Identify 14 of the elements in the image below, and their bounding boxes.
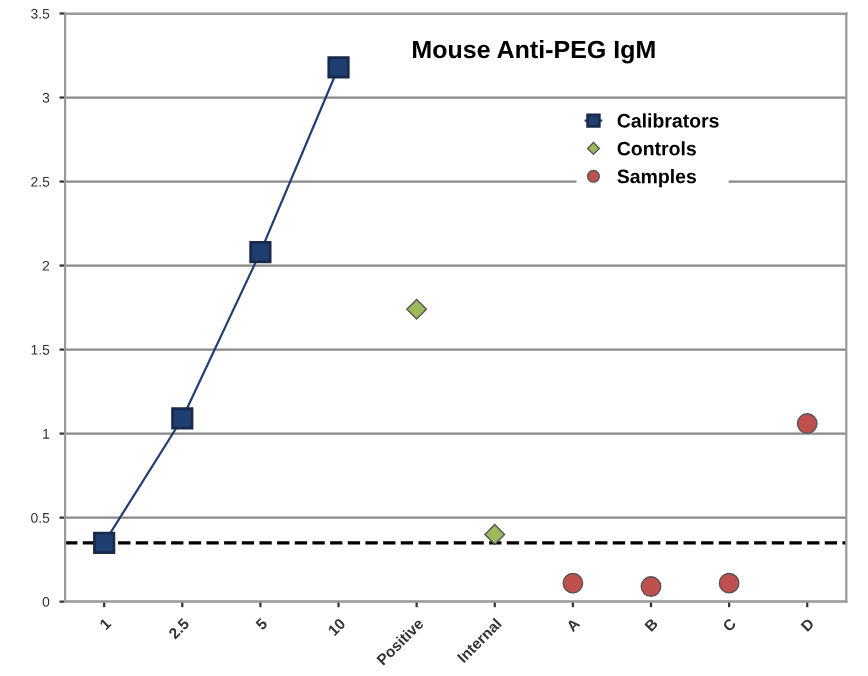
- point: [718, 572, 740, 594]
- text: Mouse Anti-PEG IgM: [413, 39, 655, 64]
- point: [93, 531, 116, 554]
- point: [484, 523, 506, 545]
- point: [327, 56, 350, 79]
- point: [249, 241, 272, 264]
- legend-label: Controls: [617, 141, 696, 156]
- legend-label: Samples: [617, 169, 696, 188]
- point: [796, 413, 818, 434]
- point: [640, 576, 662, 597]
- legend-label: Calibrators: [617, 113, 719, 128]
- point: [406, 298, 428, 320]
- point: [562, 572, 584, 594]
- point: [171, 407, 194, 430]
